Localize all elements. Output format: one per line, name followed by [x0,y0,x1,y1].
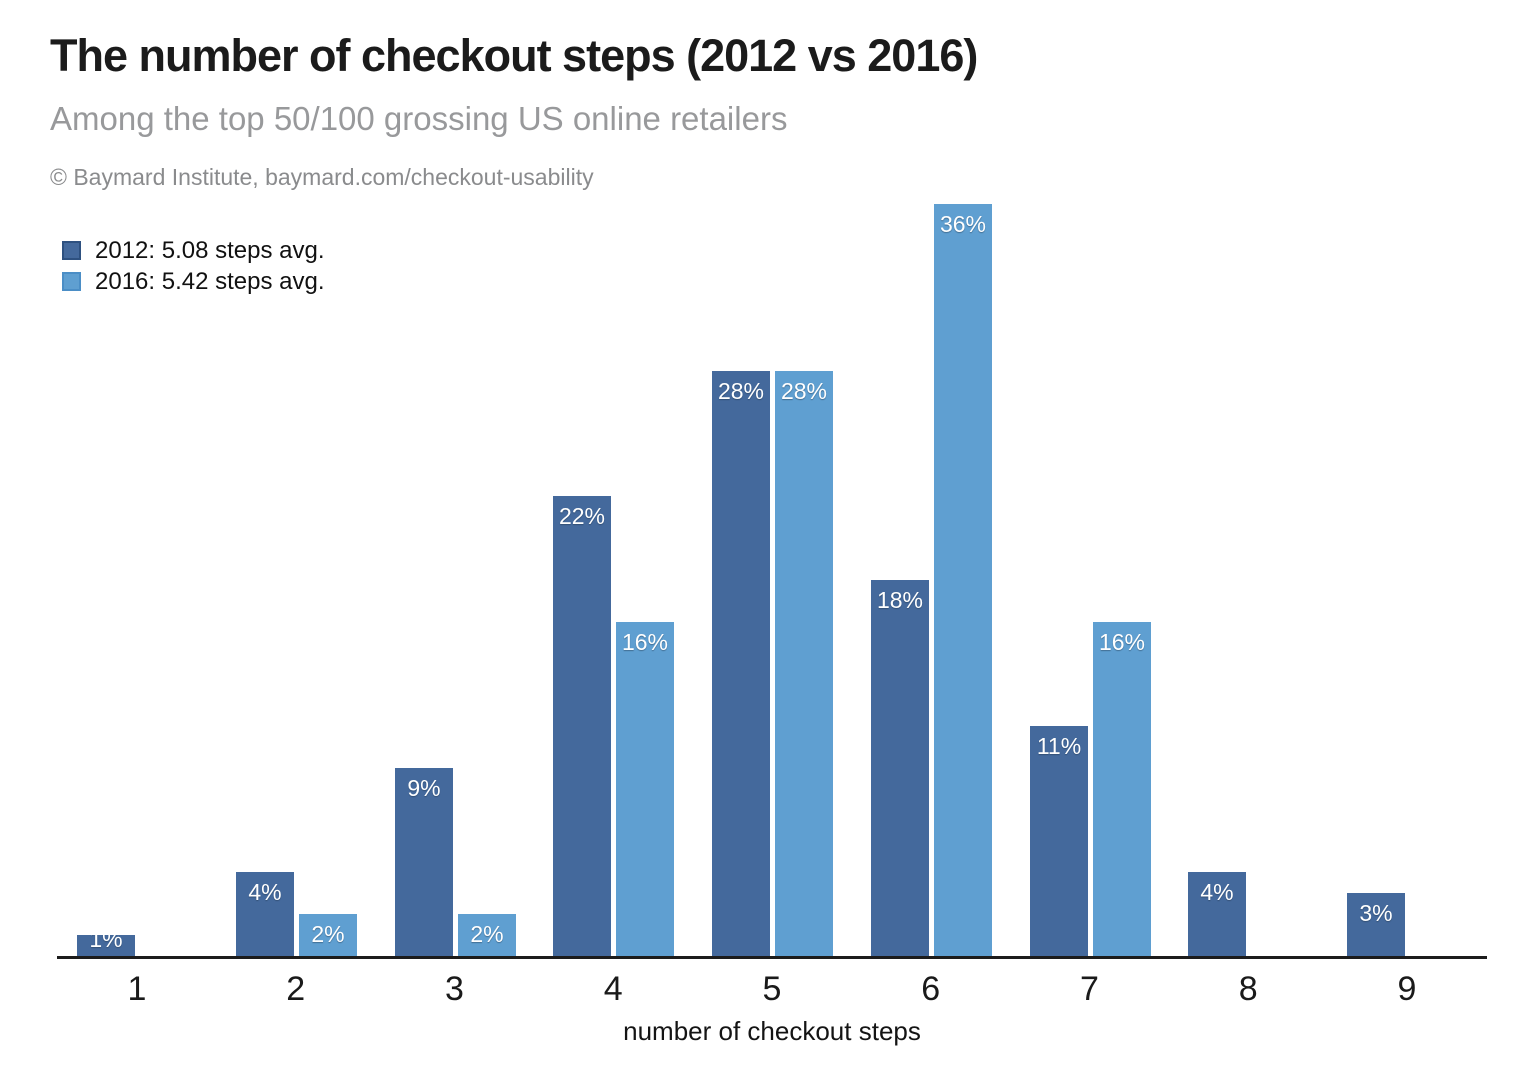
bar-2012-step-9: 3% [1347,893,1405,956]
legend-label-2012: 2012: 5.08 steps avg. [95,236,325,264]
x-tick-label-1: 1 [127,970,147,1008]
x-tick-label-3: 3 [445,970,464,1008]
legend-swatch-2012 [62,241,81,260]
legend-row-2016: 2016: 5.42 steps avg. [62,266,325,297]
bar-value-label-2012-step-6: 18% [876,587,924,613]
chart-title: The number of checkout steps (2012 vs 20… [50,30,978,81]
legend: 2012: 5.08 steps avg. 2016: 5.42 steps av… [62,235,325,297]
bar-value-label-2016-step-3: 2% [470,921,504,947]
bar-2012-step-4: 22% [553,496,611,956]
bar-value-label-2016-step-4: 16% [621,629,669,655]
bar-2012-step-7: 11% [1030,726,1088,956]
bar-2012-step-1: 1% [77,935,135,956]
x-axis-title: number of checkout steps [623,1016,921,1046]
chart-subtitle: Among the top 50/100 grossing US online … [50,100,788,137]
bar-2012-step-8: 4% [1188,872,1246,956]
bar-value-label-2012-step-2: 4% [248,879,282,905]
bar-2016-step-6: 36% [934,204,992,956]
legend-swatch-2016 [62,272,81,291]
x-tick-label-8: 8 [1238,970,1258,1008]
x-tick-label-2: 2 [286,970,306,1008]
bar-2012-step-2: 4% [236,872,294,956]
bar-value-label-2012-step-4: 22% [558,503,606,529]
x-axis-line [57,956,1487,959]
bar-value-label-2016-step-6: 36% [939,211,987,237]
x-tick-label-7: 7 [1080,970,1099,1008]
bar-2016-step-4: 16% [616,622,674,956]
bar-value-label-2012-step-3: 9% [407,775,441,801]
bar-2012-step-6: 18% [871,580,929,956]
x-tick-label-6: 6 [921,970,941,1008]
attribution: © Baymard Institute, baymard.com/checkou… [50,164,594,190]
legend-row-2012: 2012: 5.08 steps avg. [62,235,325,266]
bar-value-label-2012-step-9: 3% [1359,900,1393,926]
bar-2016-step-7: 16% [1093,622,1151,956]
bar-value-label-2016-step-5: 28% [780,378,828,404]
bar-value-label-2012-step-8: 4% [1200,879,1234,905]
bar-value-label-2016-step-2: 2% [311,921,345,947]
bar-2012-step-3: 9% [395,768,453,956]
bar-value-label-2012-step-5: 28% [717,378,765,404]
legend-label-2016: 2016: 5.42 steps avg. [95,267,325,295]
bar-2016-step-5: 28% [775,371,833,956]
bar-2016-step-3: 2% [458,914,516,956]
bar-value-label-2012-step-7: 11% [1036,733,1082,759]
bar-value-label-2012-step-1: 1% [89,935,123,952]
x-tick-label-4: 4 [603,970,623,1008]
bar-2016-step-2: 2% [299,914,357,956]
bar-value-label-2016-step-7: 16% [1098,629,1146,655]
x-tick-label-5: 5 [762,970,782,1008]
x-tick-label-9: 9 [1397,970,1417,1008]
bar-2012-step-5: 28% [712,371,770,956]
